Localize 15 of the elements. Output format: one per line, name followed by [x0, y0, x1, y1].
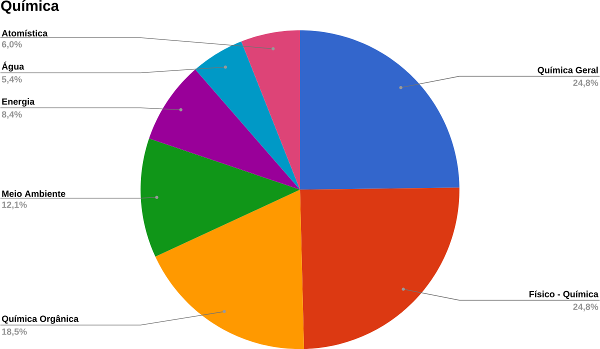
- slice-label: Atomística: [2, 30, 48, 36]
- slice-label: Química Geral: [538, 66, 598, 75]
- data-label: 5,4%: [2, 76, 22, 84]
- slice-label: Química Orgânica: [2, 315, 79, 324]
- slice-label: Meio Ambiente: [2, 190, 66, 197]
- data-label: 6,0%: [2, 41, 22, 49]
- data-label: 8,4%: [2, 111, 22, 119]
- chart-title: Química: [1, 0, 60, 14]
- slice-label: Físico - Química: [529, 290, 598, 299]
- slice-label: Energia: [2, 98, 35, 107]
- data-label: 24,8%: [573, 80, 598, 88]
- slice-label: Água: [2, 62, 24, 72]
- data-label: 12,1%: [2, 202, 27, 210]
- data-label: 24,8%: [573, 304, 598, 312]
- data-label: 18,5%: [2, 328, 27, 336]
